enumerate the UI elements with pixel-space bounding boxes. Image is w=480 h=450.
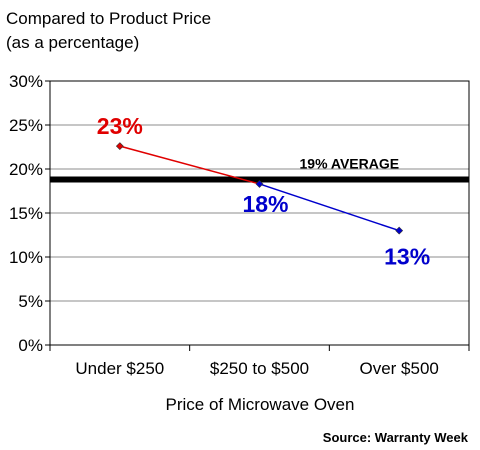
x-axis-title: Price of Microwave Oven	[166, 395, 355, 414]
x-tick-label: Over $500	[359, 359, 438, 378]
y-axis: 0% 5% 10% 15% 20% 25% 30%	[9, 72, 50, 355]
series-segment	[259, 183, 400, 232]
y-tick-label: 5%	[18, 292, 43, 311]
source-note: Source: Warranty Week	[323, 430, 469, 445]
chart-title-line-1: Compared to Product Price	[6, 9, 211, 28]
data-point	[395, 226, 404, 235]
y-tick-label: 15%	[9, 204, 43, 223]
data-label: 18%	[242, 191, 288, 217]
x-axis: Under $250 $250 to $500 Over $500	[49, 345, 470, 378]
data-label: 13%	[384, 244, 430, 270]
y-tick-label: 25%	[9, 116, 43, 135]
series-segment	[119, 145, 260, 185]
y-tick-label: 0%	[18, 336, 43, 355]
x-tick-label: Under $250	[75, 359, 164, 378]
y-tick-label: 20%	[9, 160, 43, 179]
y-tick-label: 10%	[9, 248, 43, 267]
x-tick-label: $250 to $500	[210, 359, 309, 378]
average-label: 19% AVERAGE	[300, 156, 400, 172]
y-tick-label: 30%	[9, 72, 43, 91]
data-point	[255, 180, 264, 188]
data-label: 23%	[97, 113, 143, 139]
series-line: 23% 18% 13%	[97, 113, 430, 269]
chart-title-line-2: (as a percentage)	[6, 33, 139, 52]
gridlines	[50, 124, 469, 302]
data-point	[115, 142, 124, 151]
